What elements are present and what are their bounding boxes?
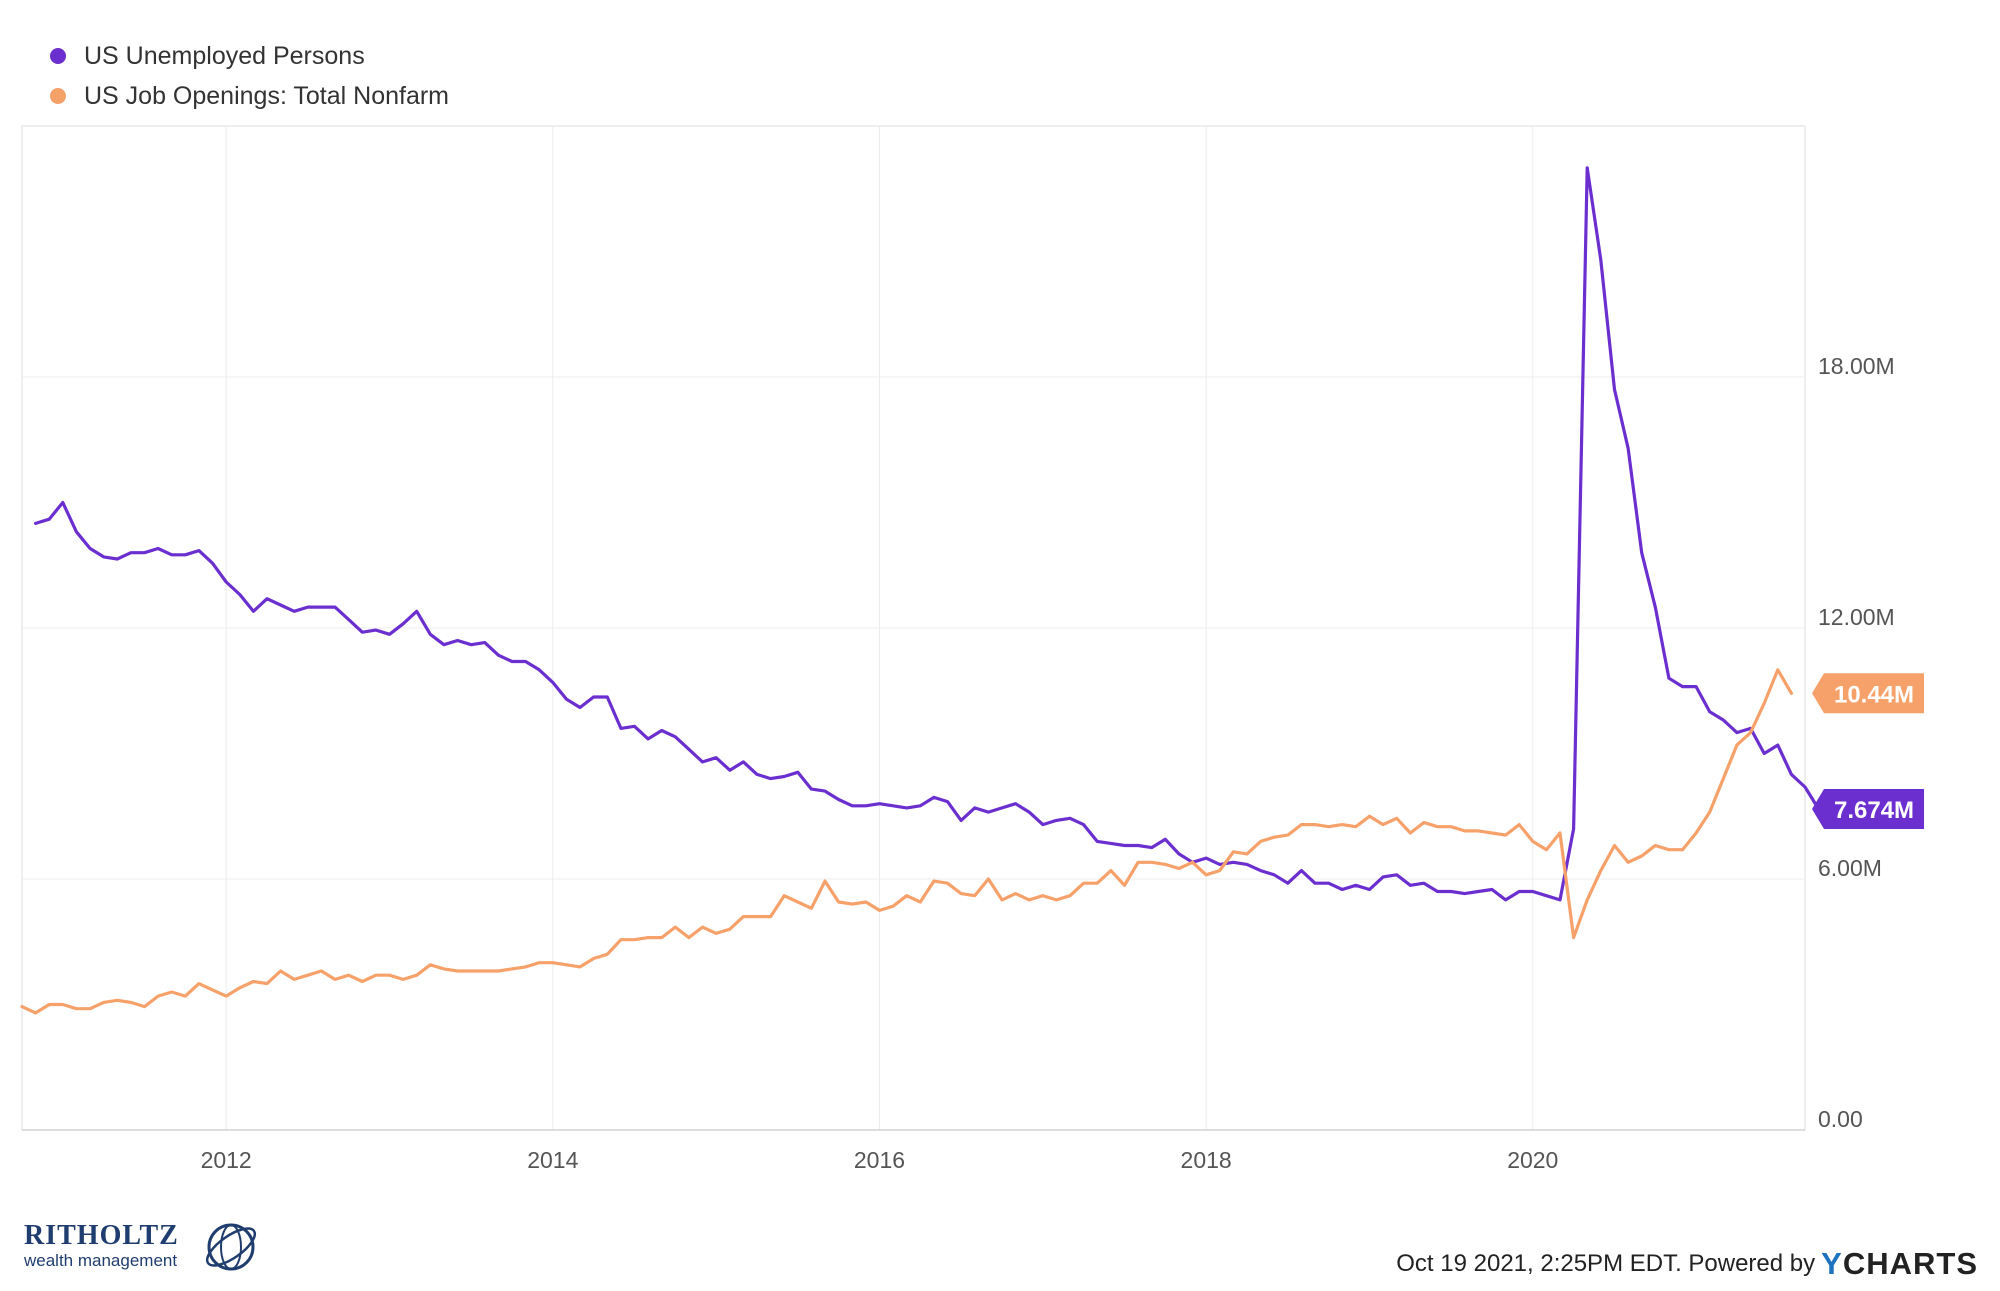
x-tick-label: 2014 — [527, 1147, 578, 1173]
footer-attribution: Oct 19 2021, 2:25PM EDT. Powered by YCHA… — [1396, 1246, 1978, 1282]
y-tick-label: 6.00M — [1818, 855, 1882, 881]
ycharts-logo[interactable]: YCHARTS — [1821, 1246, 1978, 1282]
y-tick-label: 12.00M — [1818, 604, 1895, 630]
x-tick-label: 2020 — [1507, 1147, 1558, 1173]
badge-value: 10.44M — [1834, 681, 1914, 708]
badge-shape — [1812, 788, 1924, 829]
series-line-job-openings — [20, 668, 1793, 1015]
x-tick-label: 2016 — [854, 1147, 905, 1173]
chart-legend: US Unemployed Persons US Job Openings: T… — [50, 36, 449, 116]
legend-label-job-openings: US Job Openings: Total Nonfarm — [84, 81, 450, 110]
footer-timestamp: Oct 19 2021, 2:25PM EDT. Powered by — [1396, 1250, 1816, 1277]
y-tick-label: 0.00 — [1818, 1106, 1863, 1132]
legend-item-job-openings[interactable]: US Job Openings: Total Nonfarm — [50, 76, 449, 116]
y-tick-label: 18.00M — [1818, 353, 1895, 379]
ycharts-logo-rest: CHARTS — [1842, 1246, 1978, 1281]
legend-item-unemployed[interactable]: US Unemployed Persons — [50, 36, 449, 76]
badge-shape — [1812, 673, 1924, 714]
legend-label-unemployed: US Unemployed Persons — [84, 41, 365, 70]
x-tick-label: 2012 — [201, 1147, 252, 1173]
last-value-badge-unemployed: 7.674M — [1812, 788, 1924, 829]
series-line-unemployed — [34, 166, 1821, 902]
legend-dot-job-openings — [50, 88, 66, 104]
legend-dot-unemployed — [50, 48, 66, 64]
last-value-badge-job-openings: 10.44M — [1812, 673, 1924, 714]
globe-icon — [205, 1223, 257, 1271]
x-tick-label: 2018 — [1181, 1147, 1232, 1173]
badge-value: 7.674M — [1834, 797, 1914, 824]
logo-name: RITHOLTZ — [24, 1220, 179, 1251]
ycharts-logo-y: Y — [1821, 1246, 1843, 1281]
ritholtz-logo: RITHOLTZ wealth management — [24, 1220, 257, 1271]
logo-tagline: wealth management — [24, 1251, 178, 1270]
